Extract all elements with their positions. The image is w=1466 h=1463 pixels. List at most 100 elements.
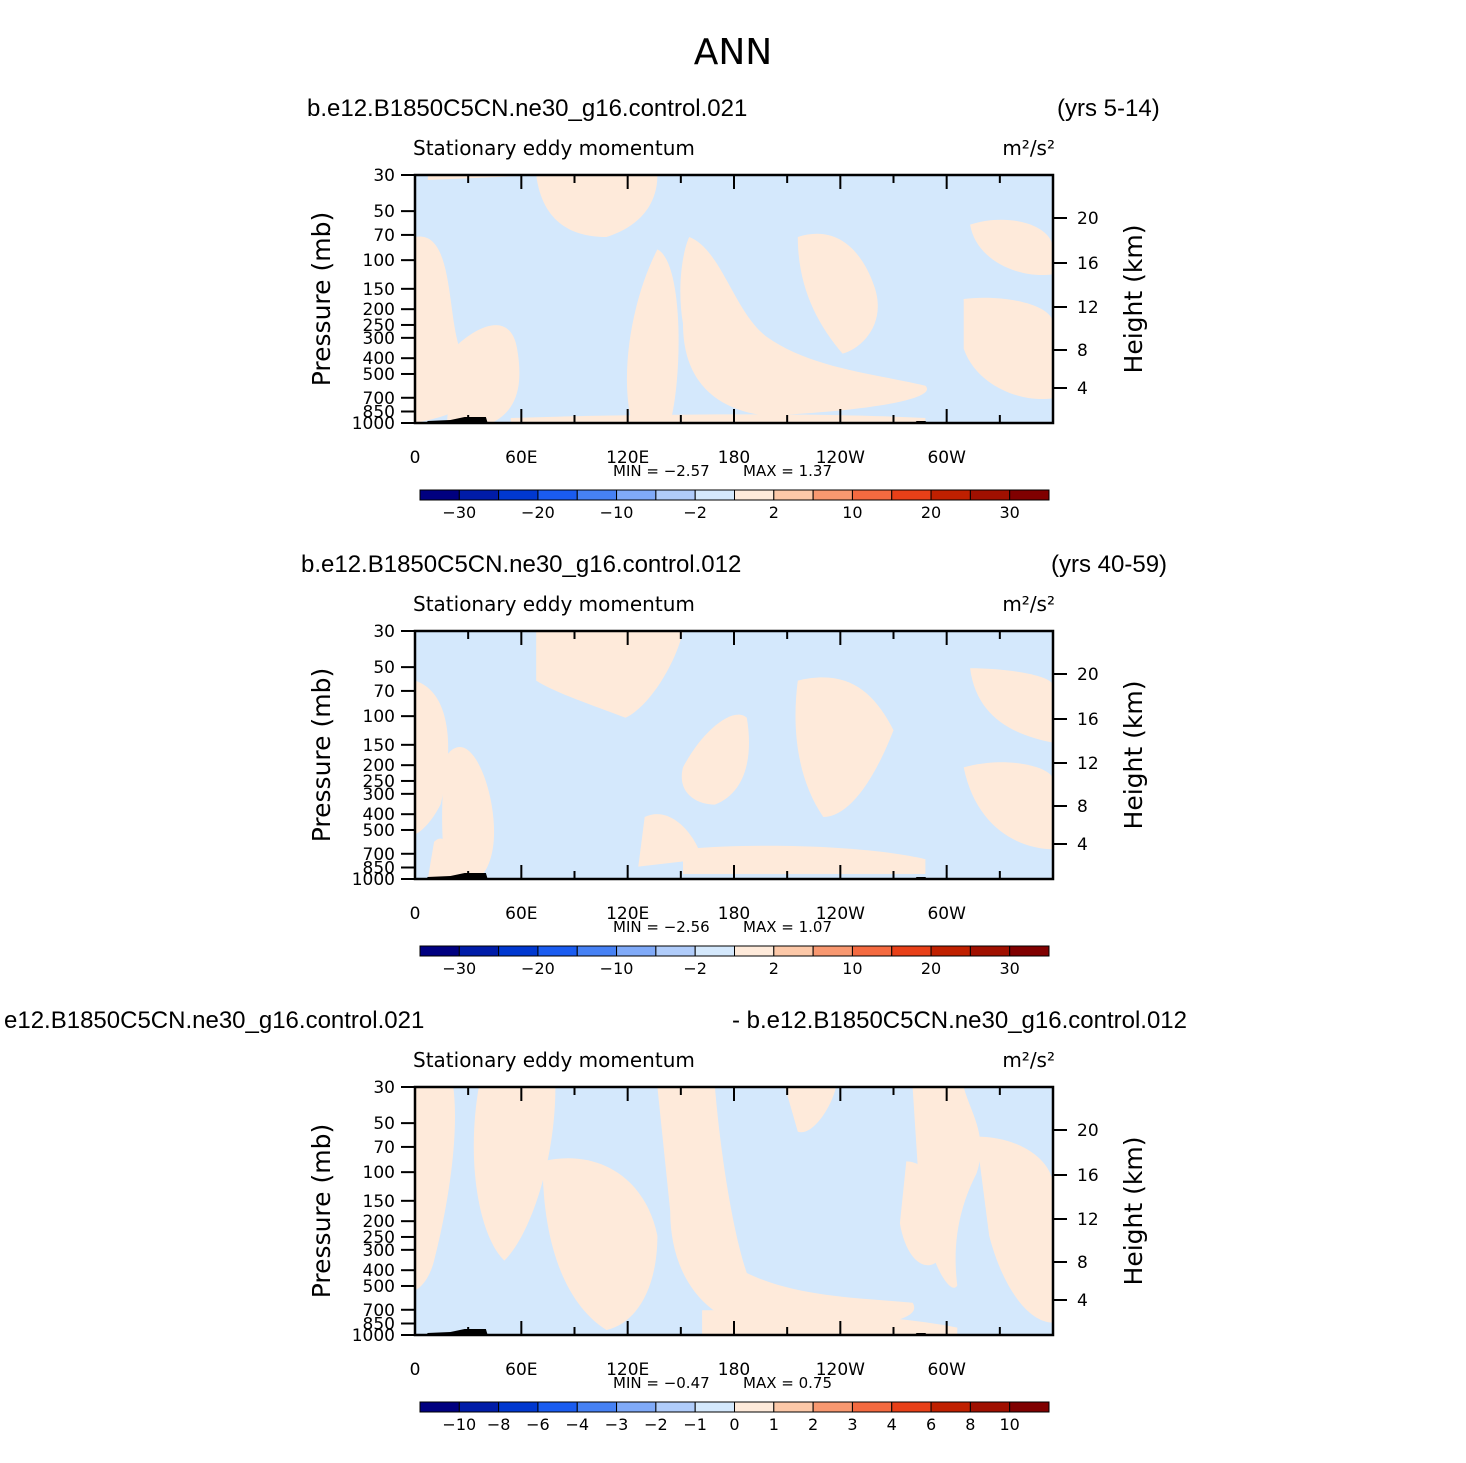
- panel-3-case-name: e12.B1850C5CN.ne30_g16.control.021: [4, 1007, 425, 1034]
- colorbar-swatch: [969, 945, 1011, 957]
- lon-tick-label: 60W: [927, 904, 966, 924]
- lon-tick-label: 180: [718, 448, 750, 468]
- pressure-tick-label: 300: [363, 1241, 395, 1261]
- colorbar-swatch: [498, 1401, 539, 1413]
- pressure-tick-label: 100: [363, 251, 395, 271]
- pressure-tick-label: 500: [363, 821, 395, 841]
- positive-region-fill: [536, 175, 658, 237]
- colorbar-swatch: [930, 945, 971, 957]
- lon-tick-label: 120E: [606, 904, 649, 924]
- variable-label: Stationary eddy momentum: [413, 136, 695, 160]
- height-tick-label: 8: [1077, 797, 1088, 817]
- positive-region-fill: [785, 1087, 837, 1133]
- colorbar-swatch: [419, 945, 460, 957]
- colorbar-label: 1: [769, 1415, 779, 1434]
- colorbar-swatch: [576, 945, 618, 957]
- lon-tick-label: 60E: [505, 904, 537, 924]
- positive-region-fill: [797, 233, 878, 354]
- colorbar-swatch: [851, 1401, 893, 1413]
- height-tick-label: 16: [1077, 710, 1099, 730]
- pressure-tick-label: 300: [363, 785, 395, 805]
- positive-region-fill: [542, 1158, 658, 1330]
- pressure-tick-label: 50: [373, 202, 395, 222]
- positive-region-fill: [415, 1087, 456, 1291]
- pressure-tick-label: 500: [363, 1277, 395, 1297]
- colorbar-label: 6: [926, 1415, 936, 1434]
- y-axis-title: Pressure (mb): [307, 668, 336, 842]
- colorbar-label: −20: [521, 503, 555, 522]
- units-label: m²/s²: [1002, 1048, 1055, 1072]
- pressure-tick-label: 1000: [352, 414, 395, 434]
- positive-region-fill: [912, 1087, 981, 1288]
- pressure-tick-label: 300: [363, 329, 395, 349]
- colorbar-swatch: [655, 489, 696, 501]
- colorbar-swatch: [616, 1401, 657, 1413]
- colorbar-label: −30: [442, 959, 476, 978]
- colorbar-swatch: [851, 489, 893, 501]
- positive-region-fill: [442, 746, 495, 879]
- y-axis-title: Pressure (mb): [307, 1124, 336, 1298]
- positive-region-fill: [626, 249, 679, 423]
- colorbar-swatch: [891, 945, 932, 957]
- colorbar-swatch: [458, 1401, 500, 1413]
- colorbar-swatch: [773, 945, 814, 957]
- positive-region-fill: [657, 1087, 915, 1330]
- lon-tick-label: 120E: [606, 448, 649, 468]
- colorbar-label: −2: [644, 1415, 668, 1434]
- colorbar-swatch: [812, 1401, 853, 1413]
- colorbar-swatch: [537, 945, 578, 957]
- pressure-tick-label: 30: [373, 166, 395, 186]
- lon-tick-label: 180: [718, 904, 750, 924]
- pressure-tick-label: 850: [363, 859, 395, 879]
- min-value-label: MIN = −0.47: [613, 1374, 710, 1392]
- colorbar-label: −30: [442, 503, 476, 522]
- right-axis-title: Height (km): [1119, 681, 1148, 830]
- min-value-label: MIN = −2.56: [613, 918, 710, 936]
- colorbar-label: −3: [605, 1415, 629, 1434]
- positive-region-fill: [970, 219, 1053, 276]
- colorbar-swatch: [891, 489, 932, 501]
- colorbar-label: 20: [921, 503, 941, 522]
- colorbar-label: −2: [683, 959, 707, 978]
- colorbar-swatch: [576, 1401, 618, 1413]
- panel-2-years: (yrs 40-59): [1051, 551, 1168, 578]
- lon-tick-label: 180: [718, 1360, 750, 1380]
- colorbar-swatch: [930, 489, 971, 501]
- pressure-tick-label: 850: [363, 1315, 395, 1335]
- colorbar-label: 20: [921, 959, 941, 978]
- pressure-tick-label: 100: [363, 707, 395, 727]
- colorbar-swatch: [694, 489, 735, 501]
- pressure-tick-label: 500: [363, 365, 395, 385]
- lon-tick-label: 0: [410, 1360, 421, 1380]
- colorbar-swatch: [694, 1401, 735, 1413]
- colorbar-label: 10: [1000, 1415, 1020, 1434]
- lon-tick-label: 0: [410, 904, 421, 924]
- min-value-label: MIN = −2.57: [613, 462, 710, 480]
- colorbar-label: −10: [600, 959, 634, 978]
- positive-region-fill: [963, 297, 1053, 400]
- positive-region-fill: [795, 677, 894, 817]
- colorbar-swatch: [773, 1401, 814, 1413]
- colorbar-swatch: [1009, 1401, 1050, 1413]
- lon-tick-label: 60W: [927, 1360, 966, 1380]
- pressure-tick-label: 150: [363, 736, 395, 756]
- pressure-tick-label: 30: [373, 622, 395, 642]
- pressure-tick-label: 250: [363, 316, 395, 336]
- pressure-tick-label: 1000: [352, 1326, 395, 1346]
- colorbar-swatch: [537, 1401, 578, 1413]
- positive-region-fill: [473, 1087, 556, 1261]
- colorbar-swatch: [734, 489, 775, 501]
- positive-region-fill: [681, 714, 749, 805]
- max-value-label: MAX = 0.75: [743, 1374, 832, 1392]
- positive-region-fill: [427, 838, 450, 879]
- positive-region-fill: [510, 414, 926, 423]
- variable-label: Stationary eddy momentum: [413, 1048, 695, 1072]
- lon-tick-label: 60E: [505, 448, 537, 468]
- colorbar-label: −4: [565, 1415, 589, 1434]
- units-label: m²/s²: [1002, 592, 1055, 616]
- colorbar-swatch: [419, 1401, 460, 1413]
- pressure-tick-label: 70: [373, 682, 395, 702]
- panel-1: Stationary eddy momentum m²/s²30507010015…: [307, 136, 1148, 522]
- positive-region-fill: [970, 668, 1053, 743]
